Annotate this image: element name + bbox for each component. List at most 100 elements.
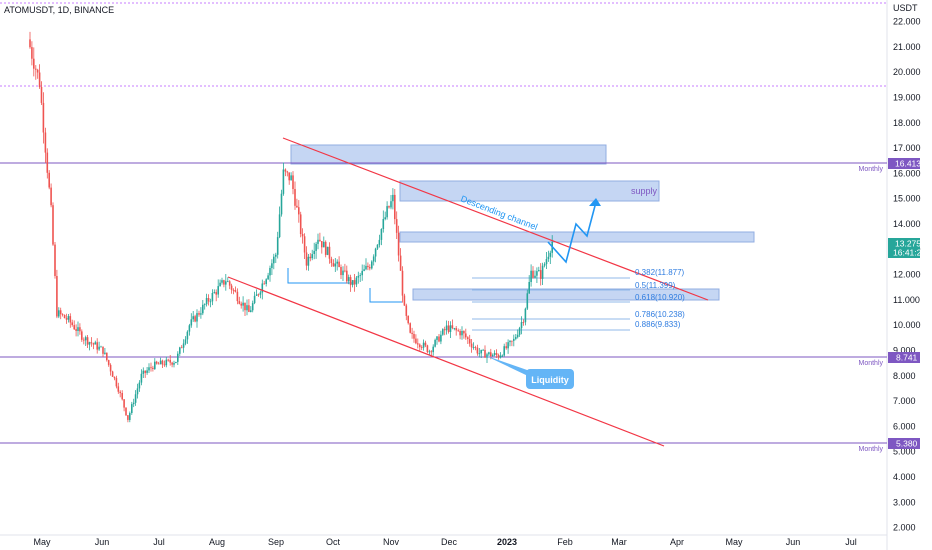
time-tick-label: Dec bbox=[441, 537, 458, 547]
candle-body bbox=[71, 322, 73, 325]
candle-body bbox=[543, 264, 546, 266]
candle-body bbox=[223, 280, 225, 285]
time-tick-label: Feb bbox=[557, 537, 573, 547]
candle-body bbox=[142, 370, 145, 374]
price-tick-label: 14.000 bbox=[893, 219, 921, 229]
candle-body bbox=[88, 342, 91, 345]
candle-body bbox=[146, 370, 148, 373]
candle-body bbox=[211, 293, 214, 302]
candle-body bbox=[434, 339, 436, 347]
candle-body bbox=[497, 355, 500, 358]
price-tick-label: 3.000 bbox=[893, 497, 916, 507]
candle-body bbox=[334, 263, 337, 267]
price-tick-label: 5.000 bbox=[893, 447, 916, 457]
price-tick-label: 6.000 bbox=[893, 421, 916, 431]
fib-zone bbox=[412, 288, 720, 301]
price-axis[interactable]: USDT 22.000 21.000 20.000 19.000 18.000 17.00… bbox=[888, 3, 926, 533]
candle-body bbox=[424, 342, 427, 346]
candle-body bbox=[340, 267, 342, 275]
candle-body bbox=[29, 39, 31, 48]
price-tick-label: 10.000 bbox=[893, 320, 921, 330]
candle-body bbox=[363, 269, 365, 271]
candle-body bbox=[173, 363, 175, 365]
candle-body bbox=[31, 47, 33, 59]
candle-body bbox=[324, 241, 327, 255]
candle-body bbox=[221, 280, 223, 283]
liquidity-callout bbox=[526, 369, 574, 389]
candle-body bbox=[294, 189, 296, 206]
price-tick-label: 2.000 bbox=[893, 523, 916, 533]
candle-body bbox=[179, 347, 181, 354]
price-tick-label: 15.000 bbox=[893, 194, 921, 204]
candle-body bbox=[154, 361, 156, 370]
candle-body bbox=[50, 187, 52, 206]
candle-body bbox=[63, 315, 66, 319]
candle-body bbox=[371, 261, 373, 269]
candle-body bbox=[374, 248, 377, 257]
candle-body bbox=[501, 355, 504, 357]
level-badge-16413 bbox=[888, 158, 920, 169]
candle-body bbox=[338, 261, 340, 268]
price-tick-label: 17.000 bbox=[893, 143, 921, 153]
candle-body bbox=[451, 325, 454, 329]
candle-body bbox=[61, 314, 64, 315]
price-tick-label: 9.000 bbox=[893, 346, 916, 356]
candle-body bbox=[169, 359, 171, 363]
candle-body bbox=[411, 332, 413, 334]
candle-body bbox=[102, 346, 104, 354]
candle-body bbox=[113, 376, 116, 379]
candle-body bbox=[536, 271, 538, 276]
candle-body bbox=[52, 205, 54, 245]
current-price-badge bbox=[888, 238, 920, 258]
candle-body bbox=[125, 407, 127, 416]
candle-body bbox=[280, 193, 283, 215]
candle-body bbox=[242, 302, 244, 306]
candle-body bbox=[192, 316, 194, 320]
candle-body bbox=[513, 338, 515, 341]
candle-body bbox=[259, 292, 262, 295]
time-axis[interactable]: May Jun Jul Aug Sep Oct Nov Dec 2023 Feb Mar Apr May… bbox=[33, 537, 856, 547]
candle-body bbox=[104, 352, 106, 354]
level-tag-16413: Monthly bbox=[858, 166, 883, 173]
time-tick-label: 2023 bbox=[497, 537, 517, 547]
candle-body bbox=[507, 342, 509, 349]
price-axis-currency: USDT bbox=[893, 3, 918, 13]
supply-zone bbox=[399, 180, 660, 202]
candle-body bbox=[290, 175, 292, 181]
candle-body bbox=[123, 399, 125, 408]
candle-body bbox=[267, 275, 269, 280]
symbol-header: ATOMUSDT, 1D, BINANCE bbox=[4, 5, 114, 15]
candle-body bbox=[298, 207, 300, 215]
candle-body bbox=[315, 243, 317, 251]
candle-body bbox=[163, 364, 166, 366]
candle-body bbox=[253, 295, 256, 304]
candle-body bbox=[59, 310, 62, 315]
candle-body bbox=[526, 293, 529, 309]
candle-body bbox=[115, 378, 118, 387]
candle-body bbox=[463, 331, 465, 334]
candle-body bbox=[495, 353, 498, 355]
price-tick-label: 7.000 bbox=[893, 396, 916, 406]
candle-body bbox=[129, 413, 131, 420]
candle-body bbox=[520, 322, 523, 329]
candle-body bbox=[516, 334, 519, 338]
candle-body bbox=[240, 303, 242, 306]
candle-body bbox=[250, 310, 252, 312]
candle-body bbox=[323, 241, 325, 248]
candle-body bbox=[96, 342, 98, 350]
candle-body bbox=[399, 255, 402, 271]
candle-body bbox=[90, 342, 93, 344]
candle-body bbox=[42, 102, 45, 133]
candle-body bbox=[405, 305, 408, 316]
candle-body bbox=[230, 285, 233, 290]
candle-body bbox=[539, 270, 542, 279]
fibonacci-levels bbox=[472, 277, 630, 331]
candle-body bbox=[351, 280, 354, 285]
candle-body bbox=[440, 334, 442, 342]
candle-body bbox=[390, 201, 392, 208]
time-tick-label: Jun bbox=[786, 537, 801, 547]
candle-body bbox=[54, 244, 56, 276]
price-tick-label: 18.000 bbox=[893, 118, 921, 128]
candle-body bbox=[100, 346, 102, 348]
